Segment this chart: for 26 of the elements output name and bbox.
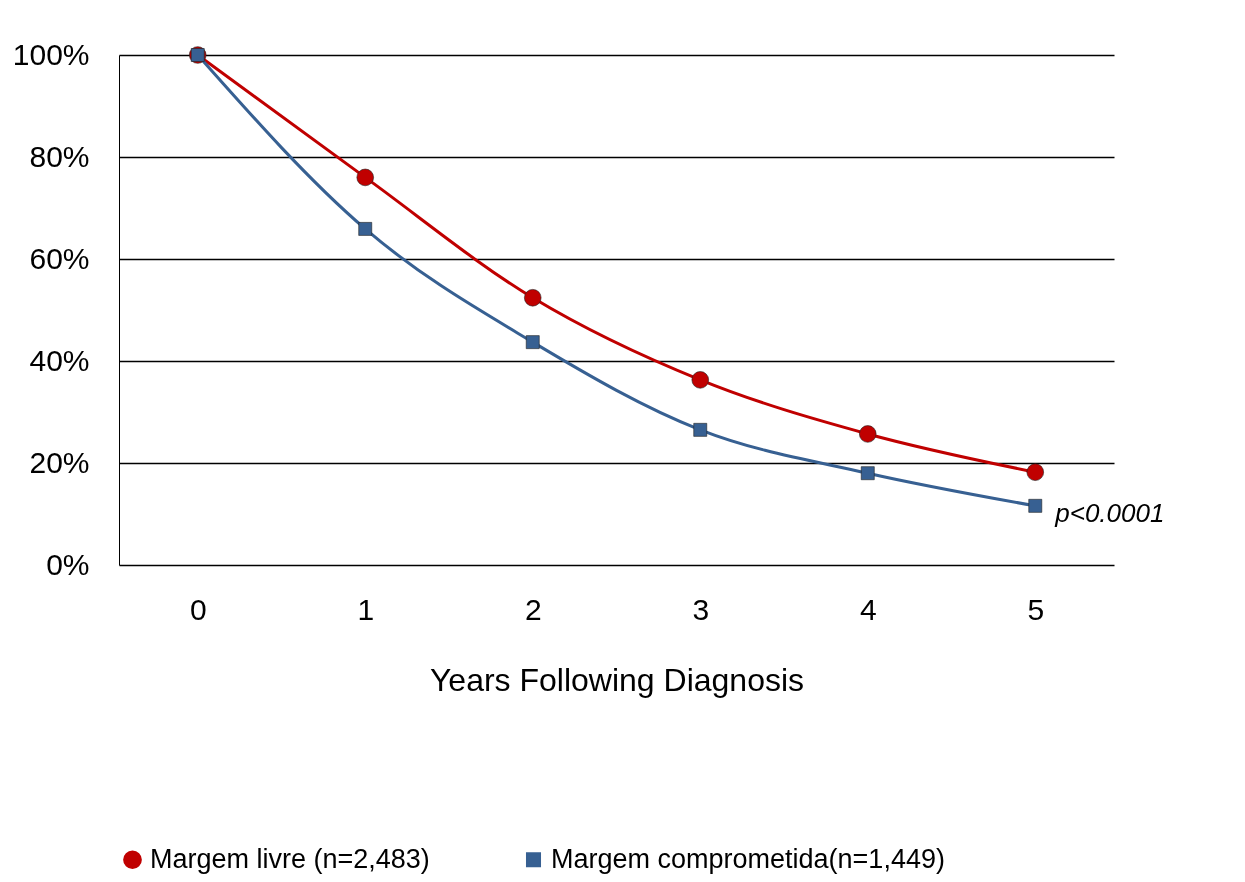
point bbox=[859, 425, 877, 443]
point bbox=[356, 168, 374, 187]
y-tick-label: 100% bbox=[12, 37, 90, 71]
x-tick-label: 5 bbox=[1027, 592, 1045, 626]
y-tick-label: 40% bbox=[29, 343, 90, 377]
x-tick-label: 2 bbox=[524, 592, 542, 626]
y-tick-label: 80% bbox=[29, 139, 90, 173]
point bbox=[524, 289, 542, 307]
point bbox=[1028, 499, 1043, 513]
x-tick-label: 0 bbox=[189, 592, 207, 626]
x-tick-label: 1 bbox=[357, 592, 375, 626]
point bbox=[860, 466, 875, 481]
y-tick-label: 0% bbox=[46, 547, 90, 581]
legend-label: Margem livre (n=2,483) bbox=[150, 843, 430, 874]
point bbox=[1026, 463, 1044, 481]
x-tick-label: 4 bbox=[859, 592, 877, 626]
point bbox=[691, 371, 709, 389]
point bbox=[693, 423, 708, 437]
point bbox=[525, 335, 540, 349]
y-tick-label: 60% bbox=[29, 241, 90, 275]
legend-label: Margem comprometida(n=1,449) bbox=[551, 843, 945, 874]
annotation: p<0.0001 bbox=[1054, 497, 1165, 528]
x-axis-title: Years Following Diagnosis bbox=[429, 661, 805, 698]
x-tick-label: 3 bbox=[692, 592, 710, 626]
y-tick-label: 20% bbox=[29, 445, 90, 479]
point bbox=[358, 222, 373, 236]
